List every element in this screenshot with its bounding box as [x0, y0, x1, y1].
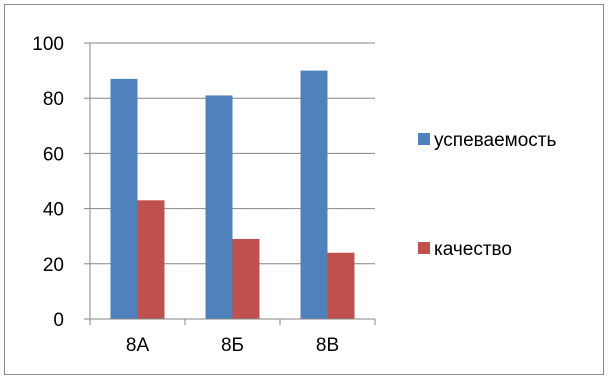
axes: 0 20 40 60 80 100 8А 8Б 8В [32, 34, 376, 356]
bar-kachestvo [137, 200, 165, 319]
y-tick-label: 40 [43, 200, 64, 221]
bar-kachestvo [232, 238, 260, 319]
y-tick-label: 0 [53, 310, 64, 331]
legend: успеваемость качество [418, 130, 556, 260]
bar-uspevaemost [110, 78, 138, 319]
bar-uspevaemost [205, 95, 233, 319]
bar-uspevaemost [300, 70, 328, 319]
bar-kachestvo [327, 252, 355, 319]
legend-label: качество [434, 239, 512, 260]
x-tick-label: 8Б [221, 335, 244, 356]
legend-label: успеваемость [434, 130, 556, 151]
bars [110, 70, 355, 319]
y-tick-label: 80 [43, 89, 64, 110]
y-tick-label: 100 [32, 34, 64, 55]
legend-swatch [418, 242, 430, 254]
x-tick-label: 8А [126, 335, 150, 356]
y-tick-label: 60 [43, 144, 64, 165]
legend-swatch [418, 133, 430, 145]
x-tick-label: 8В [316, 335, 339, 356]
y-tick-label: 20 [43, 255, 64, 276]
